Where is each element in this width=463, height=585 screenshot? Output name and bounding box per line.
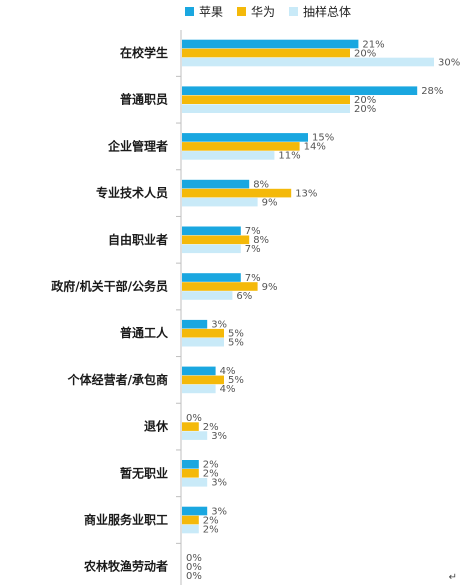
bar-huawei xyxy=(182,282,258,291)
category-label: 政府/机关干部/公务员 xyxy=(51,279,168,294)
bar-apple xyxy=(182,86,418,95)
data-label: 4% xyxy=(220,384,236,395)
data-label: 4% xyxy=(220,366,236,377)
category-label: 暂无职业 xyxy=(120,465,168,480)
category-label: 商业服务业职工 xyxy=(84,512,168,527)
bar-sample xyxy=(182,104,350,113)
bar-huawei xyxy=(182,422,199,431)
data-label: 7% xyxy=(245,226,261,237)
data-label: 15% xyxy=(312,133,334,144)
data-label: 6% xyxy=(236,291,252,302)
data-label: 28% xyxy=(421,86,443,97)
legend-item-huawei: 华为 xyxy=(237,3,275,20)
data-label: 5% xyxy=(228,329,244,340)
data-label: 20% xyxy=(354,95,376,106)
data-label: 3% xyxy=(211,478,227,489)
bar-apple xyxy=(182,366,216,376)
data-label: 2% xyxy=(203,469,219,480)
legend-item-sample: 抽样总体 xyxy=(289,3,351,20)
bar-huawei xyxy=(182,235,250,245)
data-label: 0% xyxy=(186,562,202,573)
data-label: 11% xyxy=(278,151,300,162)
bar-sample xyxy=(182,478,208,487)
bar-sample xyxy=(182,431,208,440)
bar-sample xyxy=(182,197,258,207)
data-label: 0% xyxy=(186,553,202,564)
bar-huawei xyxy=(182,515,199,525)
category-label: 农林牧渔劳动者 xyxy=(83,559,168,574)
bar-sample xyxy=(182,151,275,160)
data-label: 3% xyxy=(211,320,227,331)
bar-apple xyxy=(182,506,208,516)
data-label: 20% xyxy=(354,104,376,115)
data-label: 2% xyxy=(203,422,219,433)
bar-apple xyxy=(182,460,199,469)
category-label: 退休 xyxy=(144,419,169,434)
legend-swatch-huawei xyxy=(237,7,247,16)
data-label: 8% xyxy=(253,235,269,246)
data-label: 3% xyxy=(211,431,227,442)
category-label: 企业管理者 xyxy=(107,138,168,153)
category-label: 个体经营者/承包商 xyxy=(67,372,168,387)
data-label: 9% xyxy=(262,282,278,293)
data-label: 14% xyxy=(304,142,326,153)
data-label: 30% xyxy=(438,57,460,68)
bar-apple xyxy=(182,319,208,329)
bar-sample xyxy=(182,244,241,254)
data-label: 5% xyxy=(228,375,244,386)
data-label: 20% xyxy=(354,48,376,59)
data-label: 2% xyxy=(203,460,219,471)
data-label: 9% xyxy=(262,197,278,208)
data-label: 21% xyxy=(362,39,384,50)
data-label: 3% xyxy=(211,506,227,517)
bar-sample xyxy=(182,57,434,67)
legend-swatch-apple xyxy=(185,7,194,16)
bar-apple xyxy=(182,179,250,189)
legend-label-huawei: 华为 xyxy=(251,5,276,19)
category-label: 普通工人 xyxy=(120,325,169,340)
data-label: 13% xyxy=(295,188,317,199)
legend-item-apple: 苹果 xyxy=(185,3,223,20)
bar-huawei xyxy=(182,95,350,104)
paragraph-mark: ↵ xyxy=(448,572,457,583)
bar-apple xyxy=(182,226,241,236)
data-label: 0% xyxy=(186,571,202,582)
legend-swatch-sample xyxy=(289,7,299,16)
data-label: 7% xyxy=(245,244,261,255)
data-label: 2% xyxy=(203,515,219,526)
bar-sample xyxy=(182,524,199,534)
bar-sample xyxy=(182,291,233,300)
legend-label-sample: 抽样总体 xyxy=(303,5,352,19)
bar-huawei xyxy=(182,375,224,385)
bar-apple xyxy=(182,39,359,49)
category-label: 自由职业者 xyxy=(108,232,168,247)
data-label: 8% xyxy=(253,179,269,190)
category-label: 专业技术人员 xyxy=(96,185,168,200)
data-label: 2% xyxy=(203,524,219,535)
category-label: 普通职员 xyxy=(120,92,168,107)
bar-huawei xyxy=(182,469,199,478)
category-label: 在校学生 xyxy=(120,45,168,60)
data-label: 0% xyxy=(186,413,202,424)
legend-label-apple: 苹果 xyxy=(199,5,224,19)
bar-huawei xyxy=(182,328,224,338)
bar-huawei xyxy=(182,142,300,151)
bar-sample xyxy=(182,384,216,394)
bar-apple xyxy=(182,273,241,282)
bar-apple xyxy=(182,133,308,142)
bar-huawei xyxy=(182,188,292,198)
bar-huawei xyxy=(182,48,350,58)
chart-legend: 苹果 华为 抽样总体 xyxy=(185,3,351,20)
data-label: 7% xyxy=(245,273,261,284)
bar-sample xyxy=(182,337,224,347)
data-label: 5% xyxy=(228,338,244,349)
